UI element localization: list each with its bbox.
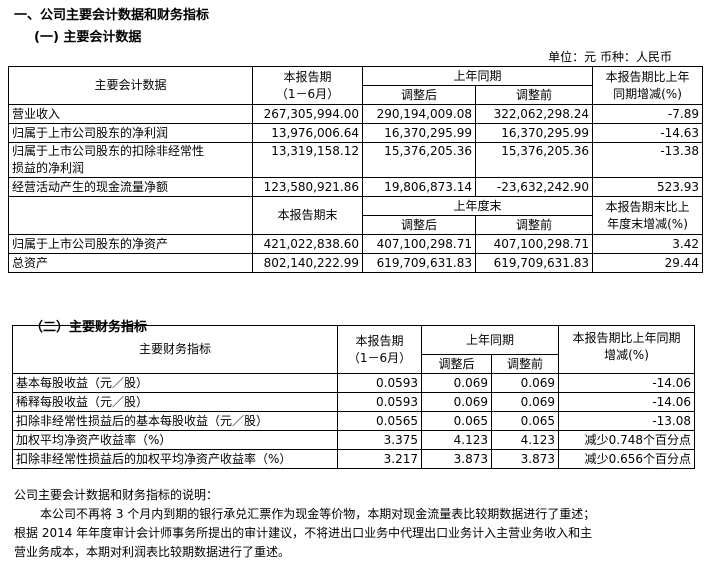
- header-item: 主要会计数据: [8, 66, 253, 105]
- header-current: 本报告期 （1－6月）: [252, 66, 363, 105]
- notes-body: 营业务成本，本期对利润表比较期数据进行了重述。: [14, 545, 291, 559]
- row-label: 总资产: [8, 253, 253, 273]
- notes-body: 根据 2014 年年度审计会计师事务所提出的审计建议，不将进出口业务中代理出口业…: [14, 526, 593, 540]
- header-adjusted: 调整后: [362, 215, 476, 235]
- table-row: 稀释每股收益（元／股） 0.0593 0.069 0.069 -14.06: [12, 392, 696, 412]
- header-pre-adjust: 调整前: [490, 354, 560, 374]
- cell: 减少0.656个百分点: [558, 449, 696, 469]
- header-change: 本报告期比上年同期增减(%): [592, 66, 704, 105]
- financial-indicators-table: 主要财务指标 本报告期 （1－6月） 上年同期 本报告期比上年同期 增减(%) 调整…: [12, 325, 696, 469]
- cell: 290,194,009.08: [362, 104, 476, 124]
- cell: 421,022,838.60: [252, 234, 363, 254]
- section-title: 一、公司主要会计数据和财务指标: [14, 8, 210, 23]
- cell: 3.42: [592, 234, 704, 254]
- cell: 15,376,205.36: [362, 142, 476, 178]
- cell: 19,806,873.14: [362, 177, 476, 197]
- header-change: 本报告期比上年同期增减(%): [558, 325, 696, 374]
- row-label: 加权平均净资产收益率（%）: [12, 430, 338, 450]
- header-period-end: 本报告期末: [252, 196, 363, 235]
- cell: 0.065: [421, 411, 492, 431]
- header-prev: 上年同期: [420, 325, 560, 355]
- cell: 16,370,295.99: [362, 123, 476, 143]
- cell: 802,140,222.99: [252, 253, 363, 273]
- cell: 3.217: [337, 449, 422, 469]
- table-row: 归属于上市公司股东的净资产 421,022,838.60 407,100,298.7…: [8, 234, 704, 254]
- header-prev: 上年同期: [361, 66, 594, 86]
- cell: 407,100,298.71: [362, 234, 476, 254]
- header-item: 主要财务指标: [12, 325, 338, 374]
- row-label: 扣除非经常性损益后的基本每股收益（元／股）: [12, 411, 338, 431]
- cell: 0.069: [421, 373, 492, 393]
- cell: 3.375: [337, 430, 422, 450]
- cell: 523.93: [592, 177, 704, 197]
- cell: 0.069: [490, 392, 560, 412]
- notes-heading: 公司主要会计数据和财务指标的说明：: [14, 488, 219, 502]
- table-row: 扣除非经常性损益后的加权平均净资产收益率（%） 3.217 3.873 3.873 减少…: [12, 449, 696, 469]
- unit-label: 单位：元 币种：人民币: [548, 50, 672, 64]
- cell: 0.069: [490, 373, 560, 393]
- table-row: 加权平均净资产收益率（%） 3.375 4.123 4.123 减少0.748个百分点: [12, 430, 696, 450]
- header-pre-adjust: 调整前: [474, 85, 594, 105]
- header-adjusted: 调整后: [362, 85, 476, 105]
- row-label: 扣除非经常性损益后的加权平均净资产收益率（%）: [12, 449, 338, 469]
- notes: 公司主要会计数据和财务指标的说明： 本公司不再将 3 个月内到期的银行承兑汇票作…: [14, 486, 704, 562]
- notes-body: 本公司不再将 3 个月内到期的银行承兑汇票作为现金等价物，本期对现金流量表比较期…: [40, 507, 596, 521]
- cell: 322,062,298.24: [474, 104, 594, 124]
- cell: 29.44: [592, 253, 704, 273]
- table-row: 营业收入 267,305,994.00 290,194,009.08 322,062,…: [8, 104, 704, 124]
- cell: 0.0593: [337, 392, 422, 412]
- cell: 0.065: [490, 411, 560, 431]
- cell: 0.069: [421, 392, 492, 412]
- accounting-data-table: 主要会计数据 本报告期 （1－6月） 上年同期 本报告期比上年 同期增减(%) 调整…: [8, 66, 704, 273]
- header-prev-year-end: 上年度末: [361, 196, 594, 216]
- row-label: 稀释每股收益（元／股）: [12, 392, 338, 412]
- row-label: 营业收入: [8, 104, 253, 124]
- table-row: 归属于上市公司股东的扣除非经常性 损益的净利润 13,319,158.12 15,37…: [8, 142, 704, 178]
- cell: 减少0.748个百分点: [558, 430, 696, 450]
- row-label: 经营活动产生的现金流量净额: [8, 177, 253, 197]
- header-adjusted: 调整后: [421, 354, 492, 374]
- cell: 13,319,158.12: [252, 142, 363, 178]
- cell: 267,305,994.00: [252, 104, 363, 124]
- cell: 123,580,921.86: [252, 177, 363, 197]
- cell: -7.89: [592, 104, 704, 124]
- row-label: 归属于上市公司股东的净利润: [8, 123, 253, 143]
- cell: -13.08: [558, 411, 696, 431]
- row-label: 基本每股收益（元／股）: [12, 373, 338, 393]
- cell: 619,709,631.83: [474, 253, 594, 273]
- table-row: 基本每股收益（元／股） 0.0593 0.069 0.069 -14.06: [12, 373, 696, 393]
- cell: -14.06: [558, 373, 696, 393]
- cell: 3.873: [421, 449, 492, 469]
- table-row: 经营活动产生的现金流量净额 123,580,921.86 19,806,873.14…: [8, 177, 704, 197]
- cell: 16,370,295.99: [474, 123, 594, 143]
- cell: -13.38: [592, 142, 704, 178]
- subsection-title-accounting-data: (一) 主要会计数据: [34, 30, 142, 45]
- header-change-year-end: 本报告期末比上 年度末增减(%): [592, 196, 704, 235]
- cell: 4.123: [421, 430, 492, 450]
- cell: 13,976,006.64: [252, 123, 363, 143]
- cell: 619,709,631.83: [362, 253, 476, 273]
- cell: 4.123: [490, 430, 560, 450]
- cell: -23,632,242.90: [474, 177, 594, 197]
- cell: -14.63: [592, 123, 704, 143]
- table-row: 归属于上市公司股东的净利润 13,976,006.64 16,370,295.99 1…: [8, 123, 704, 143]
- table-row: 总资产 802,140,222.99 619,709,631.83 619,709,6…: [8, 253, 704, 273]
- header-pre-adjust: 调整前: [474, 215, 594, 235]
- cell: 0.0565: [337, 411, 422, 431]
- header-current: 本报告期 （1－6月）: [337, 325, 422, 374]
- row-label: 归属于上市公司股东的净资产: [8, 234, 253, 254]
- header-blank: [8, 196, 253, 235]
- cell: 407,100,298.71: [474, 234, 594, 254]
- cell: -14.06: [558, 392, 696, 412]
- cell: 0.0593: [337, 373, 422, 393]
- cell: 15,376,205.36: [474, 142, 594, 178]
- table-row: 扣除非经常性损益后的基本每股收益（元／股） 0.0565 0.065 0.065 -13…: [12, 411, 696, 431]
- cell: 3.873: [490, 449, 560, 469]
- row-label: 归属于上市公司股东的扣除非经常性 损益的净利润: [8, 142, 253, 178]
